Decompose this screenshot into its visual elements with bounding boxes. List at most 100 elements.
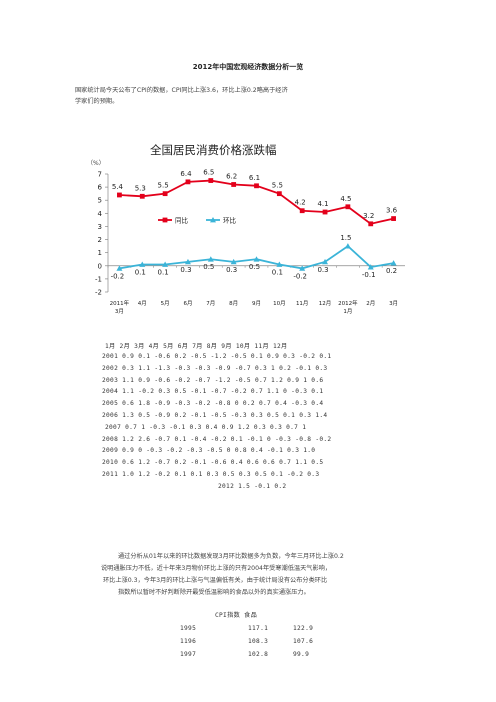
data-label: 0.3 bbox=[180, 266, 191, 274]
y-tick-label: 0 bbox=[98, 262, 102, 270]
data-label: 0.1 bbox=[135, 268, 146, 276]
data-label: 0.5 bbox=[203, 263, 214, 271]
table-row: 2007 0.7 1 -0.3 -0.1 0.3 0.4 0.9 1.2 0.3… bbox=[105, 423, 307, 431]
analysis-line-4: 指数所以暂时不好判断除开最受低温影响的食品以外的真实通涨压力。 bbox=[118, 589, 310, 596]
y-tick-label: 6 bbox=[98, 184, 103, 192]
data-label: 0.5 bbox=[249, 263, 260, 271]
data-point bbox=[139, 261, 146, 267]
y-tick-label: 5 bbox=[98, 197, 102, 205]
table-row: 2001 0.9 0.1 -0.6 0.2 -0.5 -1.2 -0.5 0.1… bbox=[102, 353, 332, 360]
x-tick-label: 12月 bbox=[319, 300, 332, 307]
chart-title: 全国居民消费价格涨跌幅 bbox=[150, 143, 277, 157]
data-point bbox=[208, 178, 214, 183]
data-label: 4.5 bbox=[340, 195, 351, 203]
data-point bbox=[276, 261, 283, 267]
x-tick-label: 3月 bbox=[389, 300, 398, 307]
data-label: 0.1 bbox=[272, 268, 283, 276]
data-point bbox=[322, 209, 328, 215]
data-point bbox=[299, 208, 305, 214]
data-point bbox=[185, 179, 191, 185]
data-point bbox=[139, 193, 145, 199]
data-point bbox=[368, 221, 374, 227]
analysis-line-1: 通过分析从01年以来的环比数据发现3月环比数据多为负数，今年三月环比上涨0.2 bbox=[118, 553, 344, 560]
y-tick-label: 2 bbox=[98, 236, 102, 244]
data-label: 4.2 bbox=[295, 199, 306, 207]
data-label: 1.5 bbox=[340, 234, 351, 242]
table-row: 2005 0.6 1.8 -0.9 -0.3 -0.2 -0.8 0 0.2 0… bbox=[102, 400, 324, 408]
table-row: 2002 0.3 1.1 -1.3 -0.3 -0.3 -0.9 -0.7 0.… bbox=[102, 364, 328, 372]
x-tick-label: 9月 bbox=[252, 300, 261, 307]
legend-label: 环比 bbox=[223, 216, 237, 225]
data-point bbox=[391, 216, 396, 221]
data-point bbox=[345, 204, 351, 210]
intro-line-1: 国家统计局今天公布了CPI的数据，CPI同比上涨3.6，环比上涨0.2略高于经济 bbox=[75, 87, 288, 94]
data-label: 5.4 bbox=[112, 183, 124, 191]
table-row: 2012 1.5 -0.1 0.2 bbox=[218, 482, 287, 490]
x-tick-label: 8月 bbox=[229, 300, 238, 307]
data-label: 6.2 bbox=[226, 172, 237, 180]
cpi-line-chart: 7 6 5 4 3 2 1 0 -1 -2 2011年 3月 4月 5月 6月 7月 8月 9月 10月 11月 12月… bbox=[95, 169, 405, 315]
table-header: 1月 2月 3月 4月 5月 6月 7月 8月 9月 10月 11月 12月 bbox=[105, 343, 288, 350]
data-label: 4.1 bbox=[317, 200, 328, 208]
cpi-cell-year: 1196 bbox=[180, 638, 197, 645]
table-row: 2004 1.1 -0.2 0.3 0.5 -0.1 -0.7 -0.2 0.7… bbox=[102, 388, 324, 396]
x-tick-label: 6月 bbox=[183, 300, 192, 307]
x-tick-label: 2011年 3月 bbox=[110, 299, 130, 315]
data-point bbox=[207, 256, 214, 262]
table-row: 2006 1.3 0.5 -0.9 0.2 -0.1 -0.5 -0.3 0.3… bbox=[102, 412, 328, 419]
x-tick-label: 7月 bbox=[206, 300, 215, 307]
data-point bbox=[184, 258, 191, 265]
data-point bbox=[253, 256, 260, 262]
data-label: 5.5 bbox=[158, 182, 169, 190]
data-label: 3.2 bbox=[363, 212, 374, 220]
x-tick-label: 4月 bbox=[138, 300, 147, 307]
data-point bbox=[344, 243, 351, 249]
data-label: -0.1 bbox=[362, 271, 376, 279]
data-point bbox=[299, 265, 306, 271]
data-label: 6.1 bbox=[249, 174, 260, 182]
cpi-cell-cpi: 102.8 bbox=[248, 651, 269, 658]
data-label: 0.3 bbox=[226, 266, 237, 274]
y-tick-label: 4 bbox=[98, 210, 103, 218]
data-label: 5.3 bbox=[135, 184, 146, 192]
data-point bbox=[231, 182, 237, 187]
table-row: 2003 1.1 0.9 -0.6 -0.2 -0.7 -1.2 -0.5 0.… bbox=[102, 376, 324, 384]
data-label: 6.5 bbox=[203, 169, 214, 177]
data-point bbox=[254, 183, 259, 189]
data-label: -0.2 bbox=[293, 272, 307, 280]
cpi-cell-food: 122.9 bbox=[293, 625, 314, 632]
data-point bbox=[367, 264, 374, 270]
analysis-line-2: 说明通胀压力不低，近十年来3月物价环比上涨的只有2004年受寒潮低温天气影响， bbox=[101, 565, 332, 572]
legend-marker bbox=[210, 217, 216, 223]
data-point bbox=[322, 258, 329, 265]
data-label: 3.6 bbox=[386, 207, 398, 215]
x-tick-label: 2012年 1月 bbox=[338, 299, 358, 315]
cpi-cell-food: 99.9 bbox=[293, 651, 310, 658]
analysis-line-3: 环比上涨0.3，今年3月的环比上涨与气温偏低有关，由于统计局没有公布分类环比 bbox=[103, 577, 328, 584]
intro-line-2: 学家们的预期。 bbox=[75, 98, 119, 105]
legend-marker bbox=[162, 217, 168, 223]
data-point bbox=[230, 258, 237, 265]
data-label: 6.4 bbox=[180, 170, 192, 178]
data-label: 0.2 bbox=[386, 267, 397, 275]
table-row: 2008 1.2 2.6 -0.7 0.1 -0.4 -0.2 0.1 -0.1… bbox=[102, 435, 332, 443]
data-point bbox=[276, 191, 282, 197]
y-tick-label: -1 bbox=[95, 275, 102, 283]
cpi-cell-year: 1997 bbox=[180, 651, 197, 658]
data-point bbox=[162, 261, 169, 267]
cpi-table-header: CPI指数 食品 bbox=[215, 612, 258, 619]
data-point bbox=[116, 265, 123, 271]
data-point bbox=[390, 260, 397, 266]
cpi-cell-cpi: 108.3 bbox=[248, 638, 269, 645]
chart-unit: （%） bbox=[87, 160, 105, 167]
data-label: -0.2 bbox=[111, 272, 125, 280]
cpi-cell-year: 1995 bbox=[180, 625, 197, 632]
y-tick-label: 1 bbox=[98, 249, 102, 257]
cpi-cell-cpi: 117.1 bbox=[248, 625, 269, 632]
x-tick-label: 2月 bbox=[366, 300, 375, 307]
legend-label: 同比 bbox=[175, 216, 189, 225]
data-label: 5.5 bbox=[272, 182, 283, 190]
y-tick-label: -2 bbox=[95, 289, 102, 297]
page-title: 2012年中国宏观经济数据分析一览 bbox=[192, 63, 304, 71]
table-row: 2009 0.9 0 -0.3 -0.2 -0.3 -0.5 0 0.8 0.4… bbox=[102, 447, 316, 455]
